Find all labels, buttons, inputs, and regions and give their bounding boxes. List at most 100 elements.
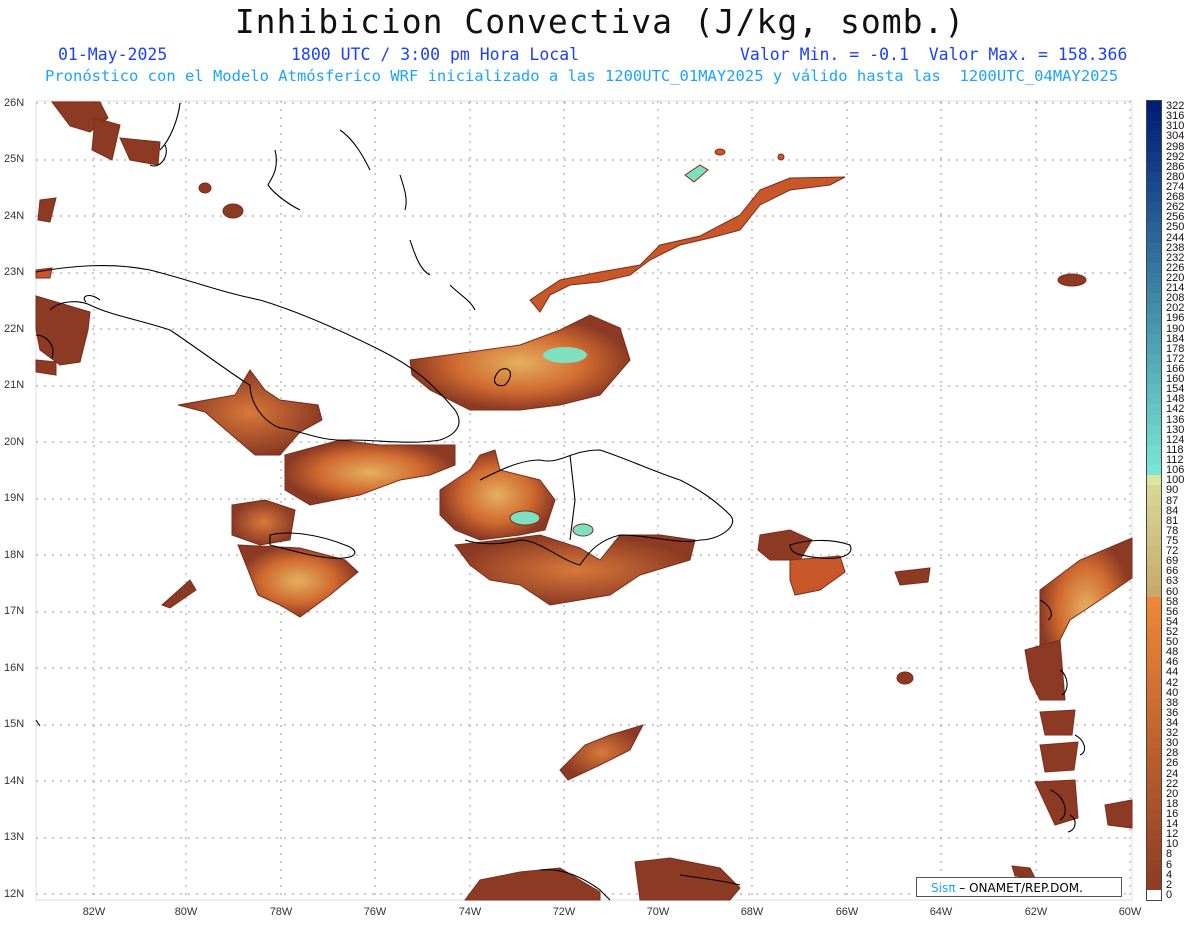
colorbar-label: 44	[1166, 666, 1179, 679]
colorbar-cell	[1147, 424, 1161, 436]
colorbar-label: 90	[1166, 484, 1179, 497]
colorbar-label: 250	[1166, 221, 1185, 234]
lat-label: 20N	[4, 436, 25, 448]
colorbar-cell	[1147, 262, 1161, 274]
colorbar-label: 310	[1166, 120, 1185, 133]
coastlines	[35, 102, 1086, 901]
colorbar-label: 66	[1166, 565, 1179, 578]
min-max-values: Valor Min. = -0.1 Valor Max. = 158.366	[740, 45, 1128, 64]
colorbar-label: 2	[1166, 878, 1173, 891]
colorbar-label: 10	[1166, 838, 1179, 851]
colorbar-cell	[1147, 505, 1161, 517]
colorbar-label: 81	[1166, 514, 1179, 527]
lat-label: 19N	[4, 492, 25, 504]
colorbar-label: 12	[1166, 828, 1179, 841]
colorbar-cell	[1147, 808, 1161, 820]
lon-label: 60W	[1118, 906, 1142, 918]
colorbar-cell	[1147, 272, 1161, 284]
colorbar-label: 256	[1166, 211, 1185, 224]
colorbar-cell	[1147, 788, 1161, 800]
colorbar-cell	[1147, 546, 1161, 557]
colorbar-cell	[1147, 748, 1161, 759]
colorbar-label: 142	[1166, 403, 1185, 416]
colorbar-label: 160	[1166, 373, 1185, 386]
colorbar-label: 75	[1166, 534, 1179, 547]
colorbar-label: 202	[1166, 302, 1185, 315]
colorbar-label: 84	[1166, 504, 1179, 517]
colorbar-cell	[1147, 151, 1161, 163]
lat-label: 23N	[4, 266, 25, 278]
colorbar-cell	[1147, 495, 1161, 507]
colorbar-label: 220	[1166, 271, 1185, 284]
colorbar-label: 286	[1166, 160, 1185, 173]
colorbar-cell	[1147, 849, 1161, 861]
colorbar-cell	[1147, 363, 1161, 375]
colorbar-cell	[1147, 889, 1161, 901]
colorbar-cell	[1147, 465, 1161, 476]
colorbar-cell	[1147, 444, 1161, 456]
colorbar-label: 0	[1166, 888, 1173, 901]
colorbar-cell	[1147, 181, 1161, 193]
map-frame	[35, 100, 1133, 901]
colorbar-cell	[1147, 131, 1161, 142]
lon-label: 80W	[174, 906, 198, 918]
colorbar-cell	[1147, 475, 1161, 486]
colorbar-cell	[1147, 859, 1161, 871]
colorbar-label: 118	[1166, 443, 1184, 456]
lat-label: 24N	[4, 210, 25, 222]
lat-label: 26N	[4, 97, 25, 109]
colorbar-cell	[1147, 637, 1161, 648]
colorbar-cell	[1147, 717, 1161, 729]
colorbar-cell	[1147, 596, 1161, 608]
colorbar-label: 69	[1166, 555, 1179, 568]
credit-text: – ONAMET/REP.DOM.	[959, 881, 1083, 895]
colorbar-cell	[1147, 222, 1161, 233]
colorbar-cell	[1147, 819, 1161, 830]
colorbar-cell	[1147, 556, 1161, 567]
brand-logo: Sisπ	[931, 881, 956, 895]
colorbar-cell	[1147, 232, 1161, 244]
colorbar-cell	[1147, 252, 1161, 264]
colorbar-label: 184	[1166, 332, 1185, 345]
colorbar-label: 72	[1166, 545, 1179, 558]
colorbar-label: 60	[1166, 585, 1179, 598]
colorbar-label: 34	[1166, 717, 1179, 729]
lat-label: 13N	[4, 831, 25, 843]
colorbar-cell	[1147, 141, 1161, 153]
colorbar-cell	[1147, 829, 1161, 840]
colorbar-cell	[1147, 111, 1161, 122]
colorbar-label: 268	[1166, 191, 1185, 204]
lat-label: 15N	[4, 718, 25, 730]
colorbar-label: 46	[1166, 656, 1179, 669]
credit-box: Sisπ – ONAMET/REP.DOM.	[916, 877, 1122, 897]
colorbar-cell	[1147, 192, 1161, 203]
lon-label: 76W	[363, 906, 387, 918]
colorbar-label: 130	[1166, 423, 1185, 436]
colorbar-cell	[1147, 242, 1161, 254]
colorbar-cell	[1147, 121, 1161, 132]
colorbar-label: 38	[1166, 696, 1179, 709]
map-title: Inhibicion Convectiva (J/kg, somb.)	[234, 2, 966, 41]
colorbar-label: 154	[1166, 383, 1185, 396]
colorbar-label: 190	[1166, 322, 1185, 335]
colorbar-label: 304	[1166, 130, 1185, 143]
colorbar-cell	[1147, 374, 1161, 385]
colorbar-label: 298	[1166, 140, 1185, 153]
colorbar-label: 322	[1166, 100, 1185, 113]
colorbar-cell	[1147, 515, 1161, 527]
colorbar-cell	[1147, 384, 1161, 395]
colorbar-cell	[1147, 869, 1161, 881]
colorbar-label: 112	[1166, 454, 1184, 467]
colorbar-label: 28	[1166, 747, 1179, 760]
colorbar-label: 20	[1166, 787, 1179, 800]
colorbar-label: 42	[1166, 676, 1179, 689]
colorbar-cell	[1147, 394, 1161, 405]
colorbar-label: 52	[1166, 625, 1179, 638]
lon-label: 82W	[82, 906, 106, 918]
colorbar-cell	[1147, 323, 1161, 335]
colorbar-cell	[1147, 161, 1161, 173]
colorbar-label: 6	[1166, 858, 1173, 871]
colorbar-cell	[1147, 839, 1161, 850]
colorbar-label: 50	[1166, 636, 1179, 649]
